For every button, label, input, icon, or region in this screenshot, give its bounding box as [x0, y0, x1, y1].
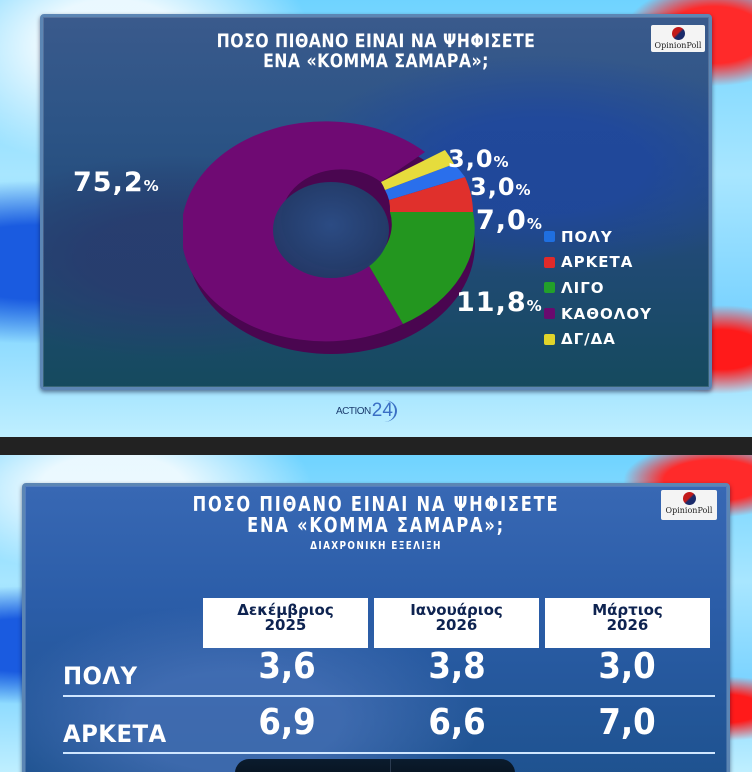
- row-divider: [63, 695, 715, 697]
- pct-sign: %: [143, 177, 159, 195]
- opinionpoll-logo-icon: [682, 492, 696, 505]
- label-poly-value: 3,0: [470, 173, 516, 201]
- slide-title: ΠΟΣΟ ΠΙΘΑΝΟ ΕΙΝΑΙ ΝΑ ΨΗΦΙΣΕΤΕ ΕΝΑ «ΚΟΜΜΑ…: [70, 30, 683, 72]
- table-panel: ΠΟΣΟ ΠΙΘΑΝΟ ΕΙΝΑΙ ΝΑ ΨΗΦΙΣΕΤΕ ΕΝΑ «ΚΟΜΜΑ…: [22, 483, 730, 772]
- legend-swatch-yellow: [544, 333, 555, 345]
- title-line-1: ΠΟΣΟ ΠΙΘΑΝΟ ΕΙΝΑΙ ΝΑ ΨΗΦΙΣΕΤΕ: [216, 30, 536, 52]
- pct-sign: %: [493, 153, 509, 171]
- table-cell: 6,6: [428, 702, 486, 743]
- column-header-jan-2026: Ιανουάριος 2026: [374, 598, 539, 648]
- title-line-2: ΕΝΑ «ΚΟΜΜΑ ΣΑΜΑΡΑ»;: [263, 49, 489, 72]
- legend-item-katholou: ΚΑΘΟΛΟΥ: [544, 301, 652, 327]
- slide-subtitle: ΔΙΑΧΡΟΝΙΚΗ ΕΞΕΛΙΞΗ: [310, 539, 442, 552]
- label-katholou: 75,2%: [73, 167, 159, 198]
- logo-text: OpinionPoll: [665, 506, 713, 515]
- lower-third-bar: [235, 759, 515, 772]
- row-label: ΠΟΛΥ: [63, 662, 138, 690]
- title-line-1: ΠΟΣΟ ΠΙΘΑΝΟ ΕΙΝΑΙ ΝΑ ΨΗΦΙΣΕΤΕ: [192, 492, 560, 516]
- column-year: 2026: [606, 616, 649, 634]
- table-cell: 3,6: [258, 646, 316, 687]
- label-dgda: 3,0%: [448, 145, 509, 173]
- legend-swatch-red: [544, 256, 555, 268]
- donut-slide: ΠΟΣΟ ΠΙΘΑΝΟ ΕΙΝΑΙ ΝΑ ΨΗΦΙΣΕΤΕ ΕΝΑ «ΚΟΜΜΑ…: [0, 0, 752, 437]
- legend-swatch-purple: [544, 308, 555, 320]
- column-year: 2025: [264, 616, 307, 634]
- pct-sign: %: [515, 181, 531, 199]
- label-poly: 3,0%: [470, 173, 531, 201]
- action24-logo: ACTION 24: [336, 400, 397, 422]
- chart-legend: ΠΟΛΥ ΑΡΚΕΤΑ ΛΙΓΟ ΚΑΘΟΛΟΥ ΔΓ/ΔΑ: [544, 224, 652, 352]
- column-year: 2026: [435, 616, 478, 634]
- logo-text: OpinionPoll: [654, 41, 702, 50]
- table-cell: 7,0: [598, 702, 656, 743]
- table-cell: 6,9: [258, 702, 316, 743]
- opinionpoll-logo-icon: [671, 27, 685, 40]
- table-slide: ΠΟΣΟ ΠΙΘΑΝΟ ΕΙΝΑΙ ΝΑ ΨΗΦΙΣΕΤΕ ΕΝΑ «ΚΟΜΜΑ…: [0, 455, 752, 772]
- column-header-mar-2026: Μάρτιος 2026: [545, 598, 710, 648]
- donut-chart: [183, 121, 475, 354]
- label-katholou-value: 75,2: [73, 167, 144, 198]
- legend-label: ΔΓ/ΔΑ: [561, 330, 616, 349]
- slice-arketa: [389, 177, 473, 212]
- label-ligo-value: 11,8: [456, 287, 527, 318]
- row-label: ΑΡΚΕΤΑ: [63, 720, 167, 748]
- slice-dgda: [381, 150, 454, 190]
- title-line-2: ΕΝΑ «ΚΟΜΜΑ ΣΑΜΑΡΑ»;: [247, 513, 505, 537]
- column-month: Μάρτιος: [592, 601, 663, 619]
- legend-label: ΑΡΚΕΤΑ: [561, 253, 634, 272]
- column-month: Δεκέμβριος: [237, 601, 334, 619]
- legend-label: ΠΟΛΥ: [561, 227, 613, 246]
- row-divider: [63, 752, 715, 754]
- label-arketa-value: 7,0: [476, 205, 527, 236]
- opinionpoll-logo: OpinionPoll: [661, 490, 717, 520]
- legend-item-poly: ΠΟΛΥ: [544, 224, 652, 250]
- legend-label: ΛΙΓΟ: [561, 278, 605, 297]
- legend-item-ligo: ΛΙΓΟ: [544, 275, 652, 301]
- column-month: Ιανουάριος: [410, 601, 503, 619]
- opinionpoll-logo: OpinionPoll: [651, 25, 705, 52]
- slice-ligo: [368, 212, 475, 324]
- donut-panel: ΠΟΣΟ ΠΙΘΑΝΟ ΕΙΝΑΙ ΝΑ ΨΗΦΙΣΕΤΕ ΕΝΑ «ΚΟΜΜΑ…: [40, 14, 712, 390]
- brand-word: ACTION: [336, 405, 371, 417]
- column-header-dec-2025: Δεκέμβριος 2025: [203, 598, 368, 648]
- legend-swatch-green: [544, 282, 555, 294]
- legend-swatch-blue: [544, 231, 555, 243]
- table-cell: 3,0: [598, 646, 656, 687]
- table-cell: 3,8: [428, 646, 486, 687]
- slice-katholou: [183, 121, 425, 342]
- slide-title: ΠΟΣΟ ΠΙΘΑΝΟ ΕΙΝΑΙ ΝΑ ΨΗΦΙΣΕΤΕ ΕΝΑ «ΚΟΜΜΑ…: [60, 494, 692, 552]
- legend-item-arketa: ΑΡΚΕΤΑ: [544, 250, 652, 276]
- label-arketa: 7,0%: [476, 205, 542, 236]
- legend-label: ΚΑΘΟΛΟΥ: [561, 304, 652, 323]
- frame-divider: [0, 437, 752, 455]
- legend-item-dgda: ΔΓ/ΔΑ: [544, 326, 652, 352]
- pct-sign: %: [526, 297, 542, 315]
- label-dgda-value: 3,0: [448, 145, 494, 173]
- slice-poly: [385, 164, 465, 200]
- label-ligo: 11,8%: [456, 287, 542, 318]
- pct-sign: %: [526, 215, 542, 233]
- brand-number: 24: [372, 400, 397, 422]
